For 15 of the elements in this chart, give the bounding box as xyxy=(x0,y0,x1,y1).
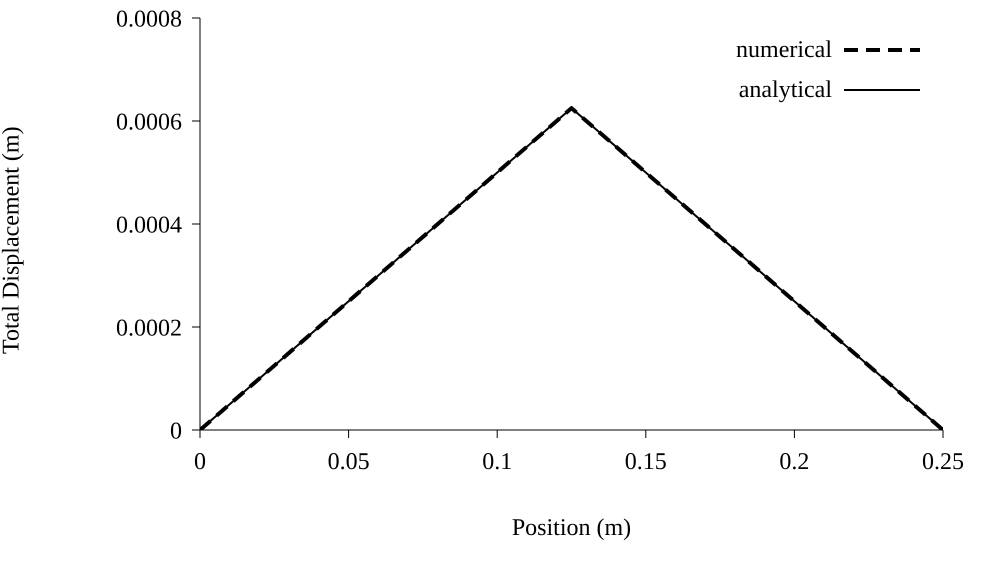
x-tick-label: 0 xyxy=(194,449,206,476)
x-tick-label: 0.15 xyxy=(624,449,667,476)
y-tick-label: 0 xyxy=(170,418,182,445)
y-axis-title: Total Displacement (m) xyxy=(0,126,25,354)
y-tick-label: 0.0004 xyxy=(116,212,182,239)
x-tick-label: 0.1 xyxy=(482,449,512,476)
x-tick-label: 0.2 xyxy=(779,449,810,476)
x-tick-label: 0.05 xyxy=(328,449,370,476)
x-tick-label: 0.25 xyxy=(922,449,964,476)
legend-label: numerical xyxy=(736,36,832,64)
legend-label: analytical xyxy=(738,76,832,104)
y-tick-label: 0.0002 xyxy=(116,316,182,342)
y-tick-label: 0.0008 xyxy=(116,6,182,33)
x-axis-title: Position (m) xyxy=(512,515,632,541)
y-tick-label: 0.0006 xyxy=(116,110,182,136)
